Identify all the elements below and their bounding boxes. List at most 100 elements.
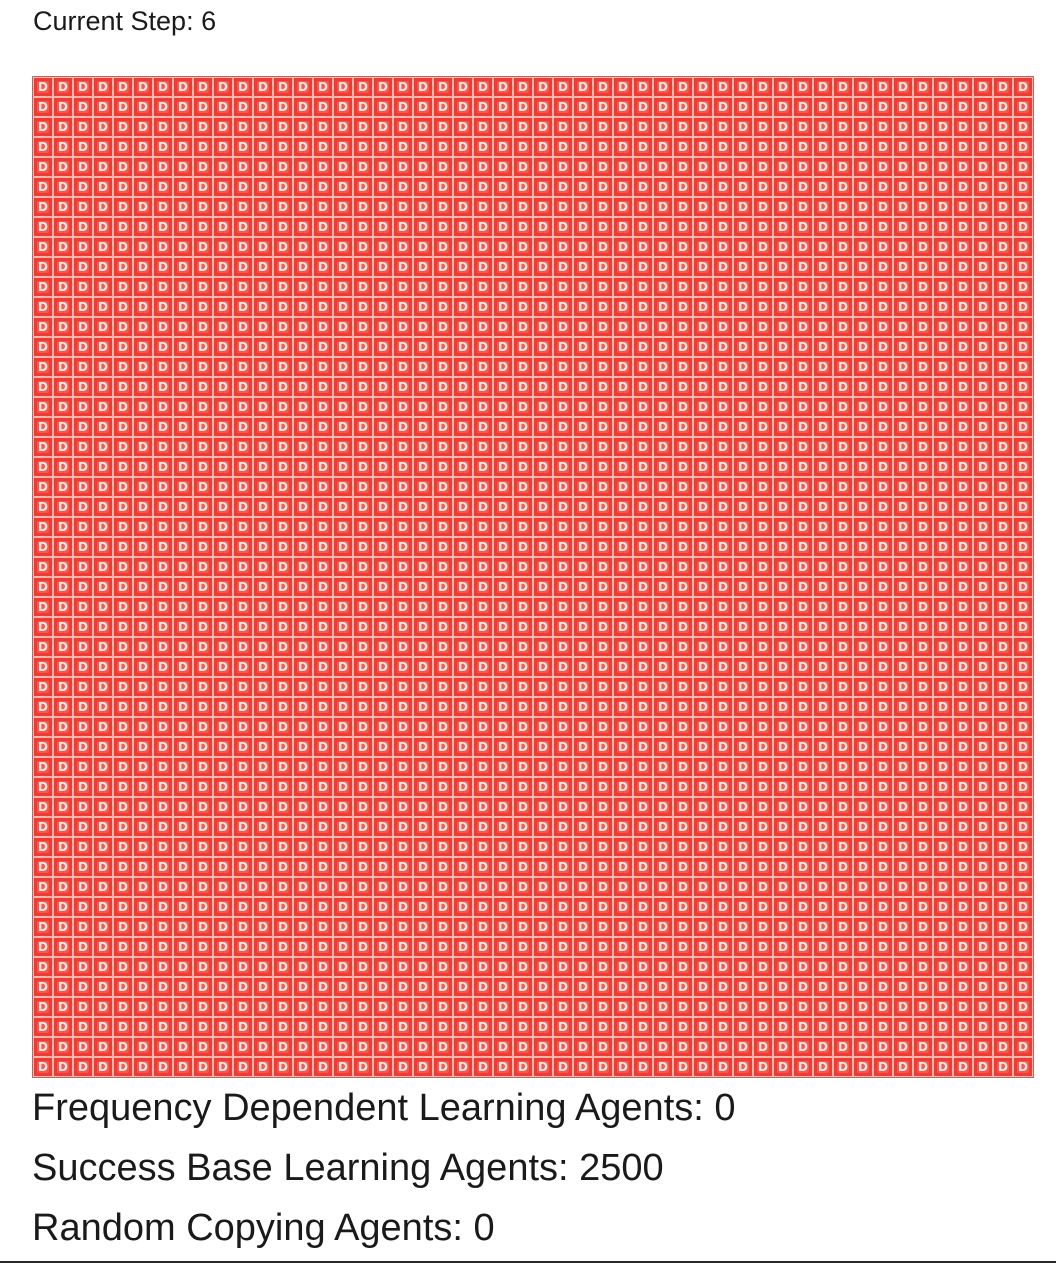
agent-cell-label: D — [557, 640, 569, 654]
agent-cell: D — [933, 357, 953, 377]
agent-cell: D — [773, 157, 793, 177]
agent-cell: D — [253, 157, 273, 177]
agent-cell: D — [253, 477, 273, 497]
agent-cell: D — [673, 437, 693, 457]
agent-cell-label: D — [897, 200, 909, 214]
agent-cell: D — [493, 117, 513, 137]
agent-cell-label: D — [517, 460, 529, 474]
agent-cell-label: D — [577, 440, 589, 454]
agent-cell-label: D — [917, 1040, 929, 1054]
agent-cell: D — [213, 97, 233, 117]
agent-cell: D — [653, 277, 673, 297]
agent-cell-label: D — [597, 640, 609, 654]
agent-cell: D — [973, 817, 993, 837]
agent-cell: D — [773, 177, 793, 197]
agent-cell: D — [813, 737, 833, 757]
agent-cell: D — [153, 477, 173, 497]
agent-cell: D — [833, 237, 853, 257]
agent-cell: D — [313, 397, 333, 417]
agent-cell: D — [913, 237, 933, 257]
agent-cell: D — [553, 597, 573, 617]
agent-cell-label: D — [277, 580, 289, 594]
agent-cell-label: D — [777, 1000, 789, 1014]
agent-cell-label: D — [397, 320, 409, 334]
agent-cell-label: D — [697, 1040, 709, 1054]
agent-cell: D — [333, 417, 353, 437]
agent-cell-label: D — [817, 200, 829, 214]
agent-cell: D — [933, 417, 953, 437]
agent-cell-label: D — [497, 960, 509, 974]
agent-cell: D — [153, 917, 173, 937]
agent-cell-label: D — [277, 620, 289, 634]
agent-cell-label: D — [517, 200, 529, 214]
agent-cell: D — [73, 717, 93, 737]
agent-cell-label: D — [697, 660, 709, 674]
agent-cell-label: D — [757, 140, 769, 154]
agent-cell: D — [73, 517, 93, 537]
agent-cell: D — [333, 697, 353, 717]
agent-cell-label: D — [237, 600, 249, 614]
agent-cell: D — [873, 617, 893, 637]
agent-cell: D — [33, 397, 53, 417]
agent-cell: D — [793, 557, 813, 577]
agent-cell: D — [53, 117, 73, 137]
agent-cell-label: D — [317, 80, 329, 94]
agent-cell-label: D — [757, 720, 769, 734]
agent-cell-label: D — [377, 600, 389, 614]
agent-cell-label: D — [357, 140, 369, 154]
agent-cell: D — [613, 837, 633, 857]
agent-cell-label: D — [797, 120, 809, 134]
agent-cell-label: D — [297, 200, 309, 214]
agent-cell: D — [853, 77, 873, 97]
agent-cell-label: D — [57, 80, 69, 94]
agent-cell: D — [133, 917, 153, 937]
agent-cell: D — [573, 697, 593, 717]
agent-cell-label: D — [957, 620, 969, 634]
agent-cell: D — [333, 737, 353, 757]
agent-cell-label: D — [77, 500, 89, 514]
agent-cell: D — [913, 537, 933, 557]
agent-cell-label: D — [577, 200, 589, 214]
agent-cell: D — [213, 417, 233, 437]
agent-cell: D — [333, 397, 353, 417]
agent-cell-label: D — [217, 840, 229, 854]
agent-cell: D — [573, 597, 593, 617]
agent-cell-label: D — [337, 560, 349, 574]
agent-cell: D — [513, 1037, 533, 1057]
agent-cell-label: D — [517, 380, 529, 394]
agent-cell-label: D — [457, 980, 469, 994]
agent-cell-label: D — [797, 1060, 809, 1074]
agent-cell-label: D — [957, 1040, 969, 1054]
agent-cell-label: D — [777, 440, 789, 454]
agent-cell: D — [393, 817, 413, 837]
agent-cell-label: D — [37, 780, 49, 794]
agent-cell: D — [433, 397, 453, 417]
agent-cell-label: D — [837, 840, 849, 854]
agent-cell-label: D — [877, 520, 889, 534]
agent-cell-label: D — [637, 120, 649, 134]
agent-cell: D — [393, 657, 413, 677]
agent-cell-label: D — [177, 600, 189, 614]
agent-cell: D — [753, 157, 773, 177]
agent-cell: D — [593, 857, 613, 877]
agent-cell-label: D — [377, 1000, 389, 1014]
agent-cell-label: D — [117, 640, 129, 654]
agent-cell: D — [613, 917, 633, 937]
agent-cell: D — [893, 637, 913, 657]
agent-cell: D — [553, 457, 573, 477]
agent-cell-label: D — [117, 540, 129, 554]
agent-cell: D — [193, 317, 213, 337]
agent-cell-label: D — [757, 960, 769, 974]
agent-cell-label: D — [277, 380, 289, 394]
agent-cell: D — [533, 997, 553, 1017]
agent-cell: D — [993, 237, 1013, 257]
agent-cell: D — [453, 717, 473, 737]
agent-cell: D — [453, 197, 473, 217]
agent-cell: D — [133, 1017, 153, 1037]
agent-cell: D — [533, 517, 553, 537]
agent-cell-label: D — [117, 340, 129, 354]
agent-cell-label: D — [957, 380, 969, 394]
agent-cell: D — [733, 837, 753, 857]
agent-cell-label: D — [337, 280, 349, 294]
agent-cell: D — [293, 237, 313, 257]
